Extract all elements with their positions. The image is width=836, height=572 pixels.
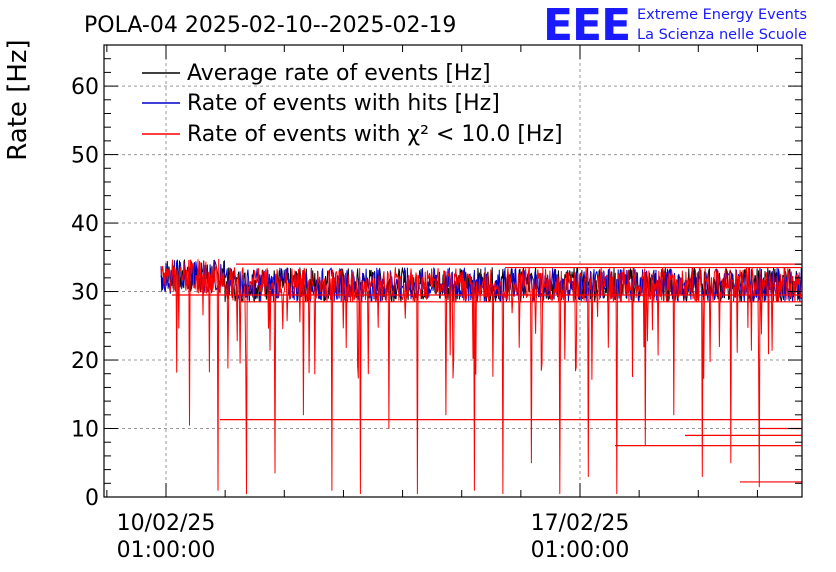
y-axis-label: Rate [Hz] xyxy=(3,39,33,160)
x-tick-date-1: 17/02/25 xyxy=(531,511,630,536)
chart-title: POLA-04 2025-02-10--2025-02-19 xyxy=(84,13,456,38)
legend: Average rate of events [Hz] Rate of even… xyxy=(142,61,563,147)
x-tick-time-0: 01:00:00 xyxy=(117,538,216,563)
y-tick-label-0: 0 xyxy=(85,486,99,511)
plot-border xyxy=(103,44,803,498)
y-tick-label-40: 40 xyxy=(71,212,99,237)
x-tick-time-1: 01:00:00 xyxy=(531,538,630,563)
y-tick-label-30: 30 xyxy=(71,281,99,306)
x-tick-date-0: 10/02/25 xyxy=(117,511,216,536)
y-tick-label-20: 20 xyxy=(71,349,99,374)
series-line-1 xyxy=(160,259,803,303)
y-tick-label-60: 60 xyxy=(71,75,99,100)
legend-label-chi2: Rate of events with χ² < 10.0 [Hz] xyxy=(187,122,563,147)
y-axis-ticks: 0 10 20 30 40 50 60 xyxy=(71,58,802,511)
eee-logo: EEE xyxy=(543,0,630,51)
series-lines xyxy=(160,258,803,495)
legend-label-average: Average rate of events [Hz] xyxy=(187,61,491,86)
y-tick-label-50: 50 xyxy=(71,144,99,169)
plot-frame xyxy=(103,44,803,498)
y-tick-label-10: 10 xyxy=(71,418,99,443)
logo-line-2: La Scienza nelle Scuole xyxy=(637,27,807,43)
legend-label-hits: Rate of events with hits [Hz] xyxy=(187,91,500,116)
logo-line-1: Extreme Energy Events xyxy=(637,7,807,23)
series-line-2 xyxy=(160,258,803,495)
